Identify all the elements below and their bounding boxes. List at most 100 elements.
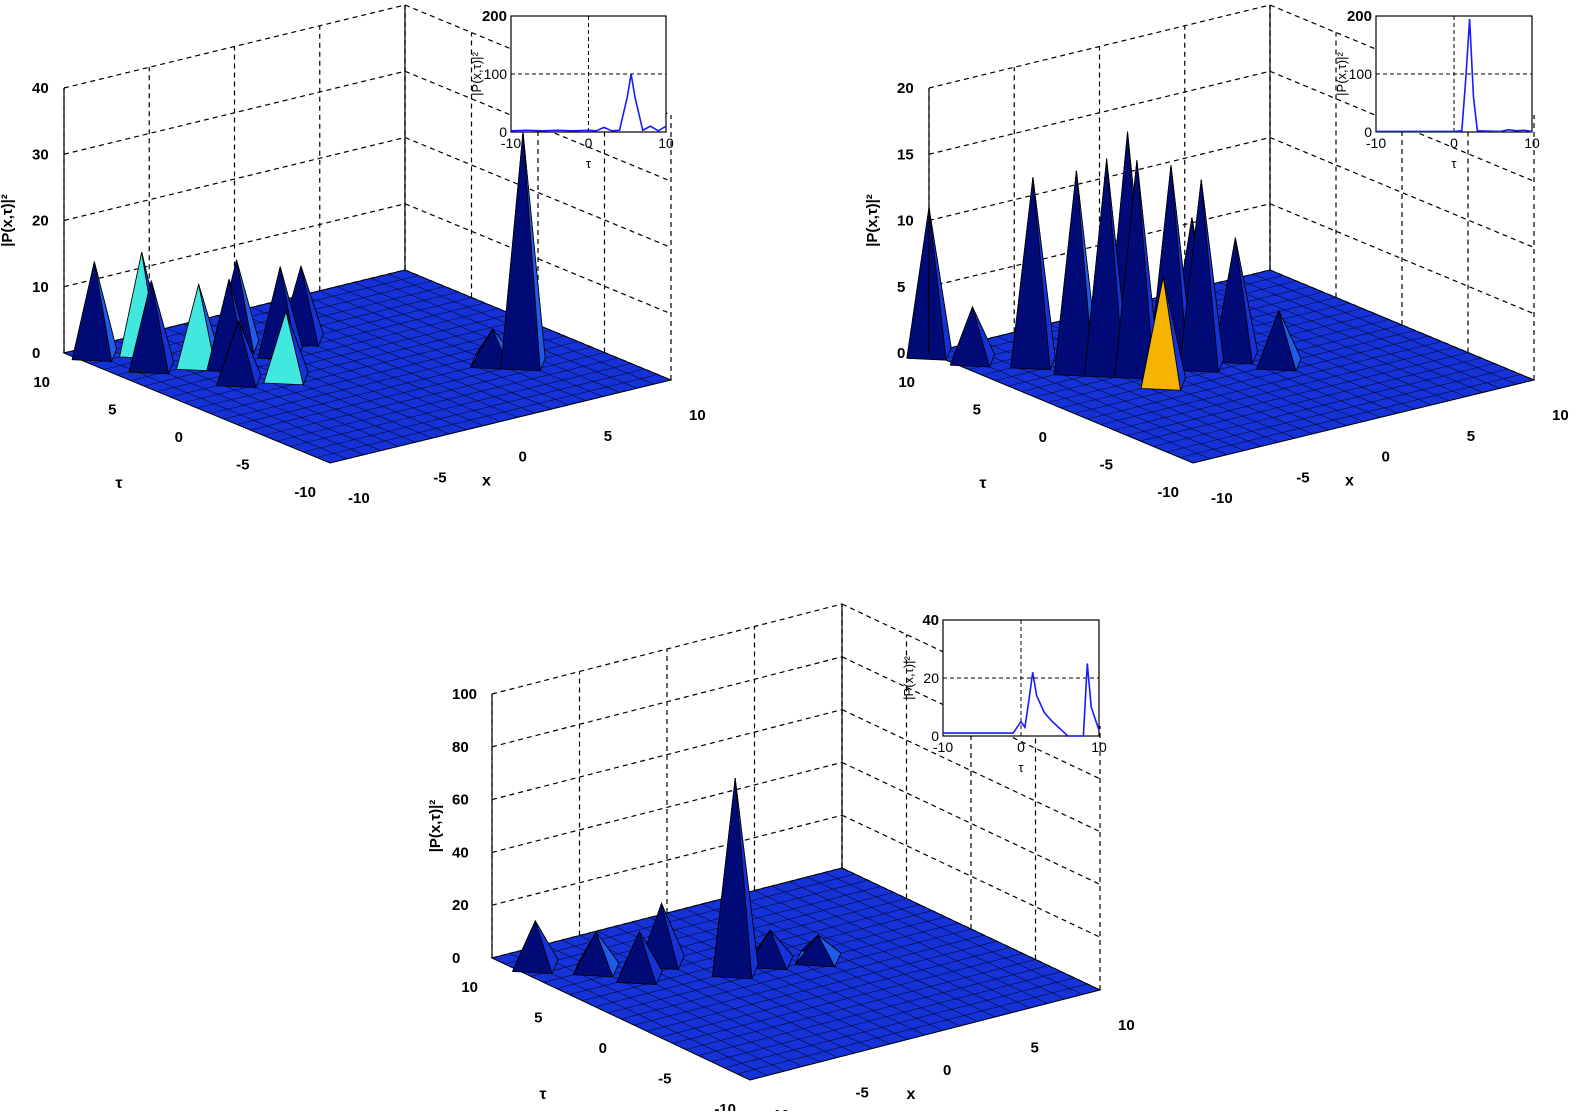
z-tick-label: 60: [452, 792, 469, 809]
surface-peak-facet: [238, 320, 262, 389]
surface-mesh-line: [285, 298, 552, 410]
z-tick-label: 30: [32, 146, 49, 163]
surface-peak-facet: [150, 280, 174, 376]
back-wall-z-gridline: [491, 709, 843, 801]
z-tick-label: 20: [452, 897, 469, 914]
inset-y-tick-label: 200: [482, 8, 507, 25]
surface-peak-facet: [817, 934, 842, 968]
x-tick-label: -5: [1296, 469, 1309, 486]
tau-tick-label: 5: [108, 402, 116, 419]
surface-mesh-line: [302, 294, 569, 406]
surface-mesh-line: [319, 290, 586, 402]
surface-panel-top-left: 0 10 20 30 40 |P(x,τ)|² -10 -5 0 5 10 τ -10 -5 0 5 10 x 0 1…: [0, 4, 706, 507]
back-wall-z-gridline: [63, 70, 406, 155]
x-tick-label: 5: [1467, 428, 1475, 445]
surface-panel-bottom: 020406080100|P(x,τ)|²-10-50510τ-10-50510…: [427, 603, 1135, 1116]
inset-x-tick-label: 10: [1524, 135, 1540, 151]
inset-y-axis-title: |P(x,τ)|²: [1334, 52, 1349, 96]
inset-x-axis-title: τ: [1451, 156, 1457, 171]
x-axis-title: x: [482, 473, 491, 490]
inset-x-tick-label: -10: [1366, 135, 1386, 151]
back-wall-z-gridline: [63, 4, 406, 89]
side-wall-z-gridline: [841, 814, 1101, 938]
z-tick-label: 10: [897, 213, 914, 230]
x-tick-label: 10: [1552, 407, 1569, 424]
inset-x-tick-label: 0: [1017, 739, 1025, 755]
surface-peak-facet: [236, 259, 260, 355]
surface-peak-facet: [928, 207, 952, 361]
z-axis-title: |P(x,τ)|²: [427, 800, 444, 853]
tau-tick-label: 0: [175, 429, 183, 446]
z-tick-label: 5: [897, 279, 905, 296]
x-tick-label: -5: [856, 1085, 869, 1102]
inset-x-tick-label: 10: [1091, 739, 1107, 755]
z-tick-label: 40: [32, 80, 49, 97]
z-tick-label: 80: [452, 739, 469, 756]
surface-mesh-line: [183, 319, 525, 403]
back-wall-z-gridline: [491, 603, 843, 695]
x-tick-label: 5: [1031, 1040, 1039, 1057]
tau-tick-label: 5: [534, 1010, 542, 1027]
tau-tick-label: 10: [461, 979, 478, 996]
surface-peak-facet: [661, 903, 685, 971]
tau-tick-label: -5: [658, 1071, 671, 1088]
surface-peaks: [906, 131, 1302, 392]
x-tick-label: 0: [519, 449, 527, 466]
surface-mesh-line: [1060, 324, 1403, 409]
back-wall-z-gridline: [63, 203, 406, 288]
side-wall-z-gridline: [841, 709, 1101, 833]
surface-mesh-line: [1252, 273, 1518, 385]
surface-mesh-line: [841, 867, 1101, 991]
tau-tick-label: 10: [33, 374, 50, 391]
x-tick-label: 10: [689, 407, 706, 424]
side-wall-z-gridline: [1269, 70, 1535, 182]
surface-mesh-line: [504, 873, 855, 965]
inset-y-axis-title: |P(x,τ)|²: [901, 656, 916, 700]
tau-tick-label: -5: [1100, 457, 1113, 474]
surface-mesh-line: [806, 876, 1066, 1000]
surface-peak-facet: [769, 929, 794, 971]
x-tick-label: -10: [1211, 490, 1233, 507]
surface-mesh-line: [157, 308, 499, 392]
inset-x-tick-label: 10: [658, 135, 674, 151]
surface-peak-facet: [300, 266, 324, 348]
z-tick-label: 0: [32, 345, 40, 362]
surface-mesh-line: [1235, 278, 1501, 389]
tau-axis-title: τ: [539, 1086, 546, 1103]
back-wall-z-gridline: [491, 814, 843, 906]
surface-mesh-line: [754, 890, 1013, 1013]
x-tick-label: -5: [433, 469, 446, 486]
back-wall-z-gridline: [63, 136, 406, 222]
surface-peak-facet: [1278, 310, 1302, 373]
inset-x-tick-label: 0: [1450, 135, 1458, 151]
x-axis-title: x: [907, 1086, 916, 1103]
inset-series-line: [943, 663, 1100, 737]
inset-y-tick-label: 0: [931, 728, 939, 744]
side-wall-z-gridline: [1269, 203, 1535, 315]
surface-mesh-line: [824, 872, 1083, 995]
x-tick-label: 5: [604, 428, 612, 445]
x-tick-label: 0: [943, 1062, 951, 1079]
surface-peaks: [511, 778, 843, 986]
tau-tick-label: -10: [714, 1101, 736, 1111]
surface-peak-facet: [534, 920, 559, 975]
surface-mesh-line: [719, 899, 978, 1022]
surface-peak-facet: [1162, 277, 1186, 392]
back-wall-z-gridline: [928, 70, 1271, 155]
z-tick-label: 20: [32, 213, 49, 230]
back-wall-z-gridline: [928, 136, 1271, 222]
tau-tick-label: 0: [1039, 429, 1047, 446]
z-tick-label: 0: [897, 345, 905, 362]
inset-y-tick-label: 100: [1349, 66, 1373, 82]
tau-tick-label: 5: [973, 402, 981, 419]
surface-peaks: [71, 131, 546, 389]
z-tick-label: 15: [897, 146, 914, 163]
side-wall-z-gridline: [841, 656, 1101, 780]
z-axis-title: |P(x,τ)|²: [0, 194, 16, 247]
surface-mesh-line: [789, 881, 1048, 1004]
tau-tick-label: -5: [236, 457, 249, 474]
